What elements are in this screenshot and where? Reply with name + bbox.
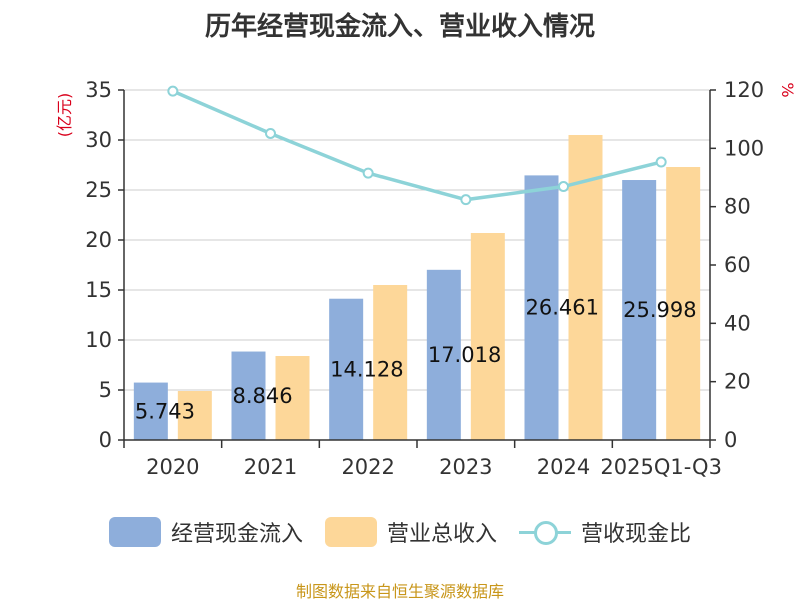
left-tick-label: 5: [99, 378, 112, 402]
ratio-point: [167, 85, 179, 97]
grid-lines: [124, 89, 710, 391]
left-tick-label: 35: [85, 78, 112, 102]
bar-revenue: [177, 391, 212, 440]
x-tick-label: 2020: [146, 455, 199, 479]
legend-swatch-revenue: [324, 517, 377, 547]
ratio-point: [265, 127, 276, 139]
legend-item-ratio[interactable]: 营收现金比: [519, 516, 691, 548]
left-tick-label: 25: [85, 178, 112, 202]
x-tick-label: 2021: [244, 455, 297, 479]
bar-cash-inflow: [329, 298, 364, 440]
ratio-line-path: [172, 89, 662, 202]
right-tick-label: 100: [724, 136, 764, 160]
left-tick-label: 15: [85, 278, 112, 302]
axes: 0 5 10 15 20 25 30 35 0 20 40 60 80 100 120 (亿元)% 2020 20…: [55, 78, 797, 479]
right-tick-label: 40: [724, 311, 751, 335]
left-tick-label: 0: [99, 428, 112, 452]
legend-swatch-cash-inflow: [108, 517, 161, 547]
bar-cash-inflow: [622, 180, 657, 440]
bar-value-label: 26.461: [526, 296, 599, 320]
right-tick-label: 0: [724, 428, 737, 452]
bar-cash-inflow: [133, 382, 168, 440]
x-tick-label: 2025Q1-Q3: [600, 455, 722, 479]
legend-item-cash-inflow[interactable]: 经营现金流入: [108, 516, 303, 548]
bar-cash-inflow: [426, 269, 461, 440]
ratio-line: [167, 85, 667, 206]
chart-title: 历年经营现金流入、营业收入情况: [204, 12, 595, 42]
ratio-point: [558, 181, 569, 193]
bar-value-label: 5.743: [135, 399, 195, 423]
bars: [133, 135, 701, 440]
bar-value-label: 14.128: [330, 357, 403, 381]
bar-cash-inflow: [524, 175, 559, 440]
bar-revenue: [666, 167, 701, 440]
left-tick-label: 10: [85, 328, 112, 352]
x-tick-label: 2024: [537, 455, 590, 479]
bar-revenue: [470, 233, 505, 440]
right-tick-label: 80: [724, 195, 751, 219]
bar-value-label: 25.998: [623, 298, 696, 322]
bar-value-label: 17.018: [428, 343, 501, 367]
x-tick-label: 2022: [341, 455, 394, 479]
left-tick-label: 20: [85, 228, 112, 252]
legend-swatch-ratio: [519, 517, 571, 547]
ratio-point: [362, 167, 374, 179]
legend-item-revenue[interactable]: 营业总收入: [324, 516, 497, 548]
legend: 经营现金流入 营业总收入 营收现金比: [0, 516, 800, 548]
right-axis-unit: %: [778, 82, 797, 97]
bar-labels: 5.743 8.846 14.128 17.018 26.461 25.998: [135, 296, 697, 424]
ratio-point: [655, 156, 667, 168]
bar-value-label: 8.846: [233, 384, 293, 408]
ratio-point: [460, 194, 472, 206]
x-tick-label: 2023: [439, 455, 492, 479]
source-note: 制图数据来自恒生聚源数据库: [295, 582, 504, 601]
bar-cash-inflow: [231, 351, 266, 440]
right-tick-label: 120: [724, 78, 764, 102]
bar-revenue: [568, 135, 603, 440]
bar-revenue: [373, 285, 408, 440]
legend-label-ratio: 营收现金比: [581, 522, 692, 547]
bar-revenue: [275, 356, 310, 440]
right-tick-label: 60: [724, 253, 751, 277]
right-tick-label: 20: [724, 370, 751, 394]
legend-label-revenue: 营业总收入: [386, 522, 497, 547]
legend-label-cash-inflow: 经营现金流入: [170, 522, 303, 547]
left-axis-unit: (亿元): [55, 93, 74, 138]
left-tick-label: 30: [85, 128, 112, 152]
